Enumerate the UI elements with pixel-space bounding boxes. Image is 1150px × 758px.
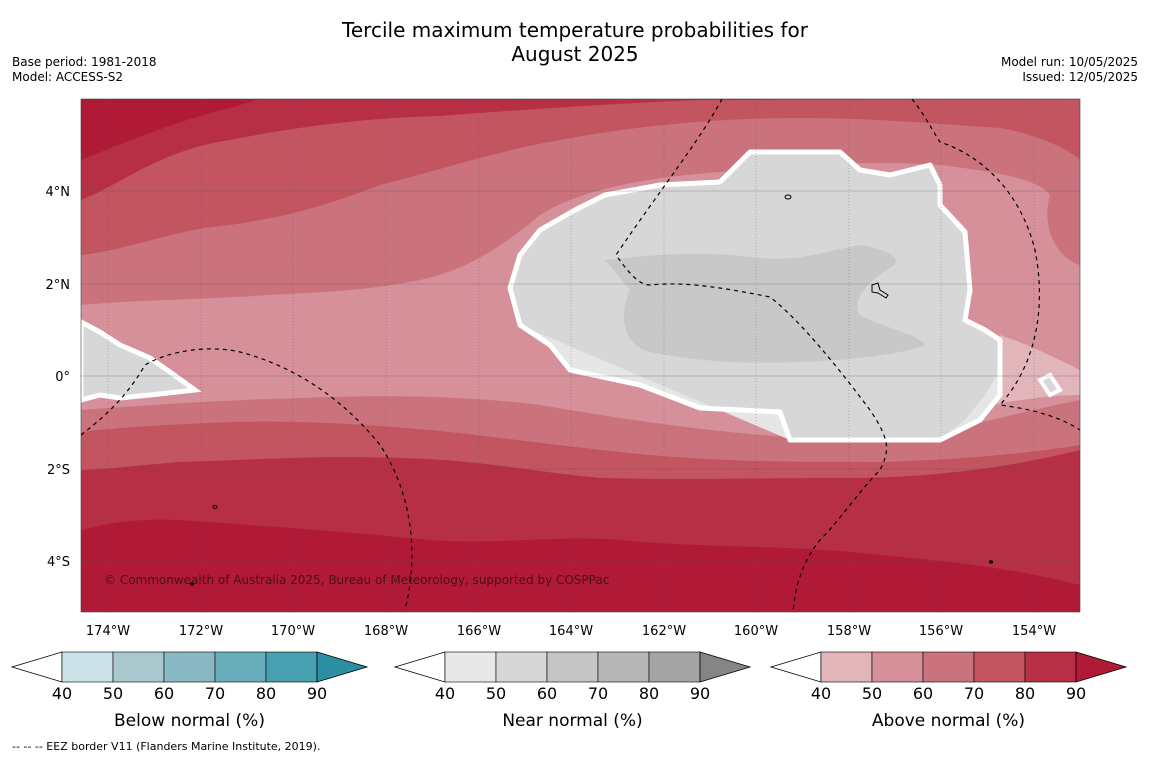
lon-label: 174°W: [86, 624, 130, 639]
colorbar-segment: [265, 651, 318, 683]
islands: [190, 194, 993, 586]
lat-label: 2°S: [47, 463, 70, 478]
model-run: Model run: 10/05/2025: [1000, 55, 1138, 69]
colorbar-tick: 40: [811, 684, 831, 703]
colorbar-tick: 40: [52, 684, 72, 703]
colorbar-high-extend: [1075, 651, 1128, 683]
colorbar-segment: [597, 651, 650, 683]
meta-right: Model run: 10/05/2025 Issued: 12/05/2025: [1001, 55, 1138, 85]
colorbar-high-extend: [699, 651, 752, 683]
colorbar-segment: [495, 651, 548, 683]
base-period: Base period: 1981-2018: [12, 55, 157, 69]
colorbars: 40 50 60 70 80 90 Below normal (%) 40 50 60 70 80 90…: [10, 651, 1128, 731]
eez-footnote: -- -- -- EEZ border V11 (Flanders Marine…: [12, 740, 321, 753]
colorbar-label: Near normal (%): [502, 711, 642, 731]
zone-near-normal-60: [605, 245, 925, 363]
colorbar-tick: 50: [103, 684, 123, 703]
title-line-1: Tercile maximum temperature probabilitie…: [342, 18, 808, 42]
colorbar-segment: [648, 651, 701, 683]
lon-label: 168°W: [364, 624, 408, 639]
colorbar-low-extend: [393, 651, 446, 683]
lon-label: 154°W: [1012, 624, 1056, 639]
colorbar-segment: [444, 651, 497, 683]
colorbar-segment: [163, 651, 216, 683]
zone-near-normal-lighter: [520, 325, 1000, 440]
lat-label: 2°N: [46, 278, 71, 293]
colorbar-segment: [922, 651, 975, 683]
colorbar-3: 40 50 60 70 80 90 Above normal (%): [769, 651, 1128, 731]
probability-field: © Commonwealth of Australia 2025, Bureau…: [81, 99, 1080, 612]
lon-label: 158°W: [827, 624, 871, 639]
colorbar-tick: 80: [1015, 684, 1035, 703]
graticule: [81, 99, 1080, 612]
colorbar-segment: [973, 651, 1026, 683]
longitude-labels: 174°W 172°W 170°W 168°W 166°W 164°W 162°…: [86, 624, 1056, 639]
lon-label: 162°W: [642, 624, 686, 639]
colorbar-segment: [61, 651, 114, 683]
issued-date: Issued: 12/05/2025: [1022, 70, 1138, 84]
lon-label: 160°W: [734, 624, 778, 639]
colorbar-tick: 60: [913, 684, 933, 703]
model-name: Model: ACCESS-S2: [12, 70, 124, 84]
colorbar-segment: [112, 651, 165, 683]
lon-label: 164°W: [549, 624, 593, 639]
colorbar-segment: [214, 651, 267, 683]
colorbar-tick: 70: [964, 684, 984, 703]
lat-label: 4°N: [46, 185, 71, 200]
colorbar-tick: 60: [537, 684, 557, 703]
copyright-notice: © Commonwealth of Australia 2025, Bureau…: [104, 573, 609, 587]
colorbar-tick: 70: [588, 684, 608, 703]
lon-label: 172°W: [179, 624, 223, 639]
colorbar-tick: 50: [862, 684, 882, 703]
lat-label: 0°: [55, 370, 70, 385]
colorbar-tick: 80: [256, 684, 276, 703]
colorbar-1: 40 50 60 70 80 90 Below normal (%): [10, 651, 369, 731]
colorbar-tick: 90: [307, 684, 327, 703]
colorbar-label: Below normal (%): [114, 711, 265, 731]
map-frame: [80, 98, 1081, 613]
colorbar-tick: 50: [486, 684, 506, 703]
colorbar-tick: 90: [690, 684, 710, 703]
zone-near-normal-east: [1037, 372, 1063, 398]
lon-label: 170°W: [271, 624, 315, 639]
colorbar-segment: [546, 651, 599, 683]
colorbar-tick: 60: [154, 684, 174, 703]
colorbar-label: Above normal (%): [872, 711, 1025, 731]
colorbar-2: 40 50 60 70 80 90 Near normal (%): [393, 651, 752, 731]
lat-label: 4°S: [47, 555, 70, 570]
colorbar-tick: 80: [639, 684, 659, 703]
map-title: Tercile maximum temperature probabilitie…: [0, 18, 1150, 66]
eez-borders: [81, 99, 1080, 612]
lon-label: 156°W: [919, 624, 963, 639]
colorbar-segment: [871, 651, 924, 683]
colorbar-high-extend: [316, 651, 369, 683]
colorbar-segment: [1024, 651, 1077, 683]
latitude-labels: 4°N 2°N 0° 2°S 4°S: [46, 185, 71, 570]
colorbar-low-extend: [769, 651, 822, 683]
meta-left: Base period: 1981-2018 Model: ACCESS-S2: [12, 55, 157, 85]
colorbar-tick: 70: [205, 684, 225, 703]
zone-near-normal-west: [81, 319, 202, 403]
lon-label: 166°W: [457, 624, 501, 639]
colorbar-tick: 90: [1066, 684, 1086, 703]
colorbar-segment: [820, 651, 873, 683]
title-line-2: August 2025: [511, 42, 639, 66]
colorbar-low-extend: [10, 651, 63, 683]
colorbar-tick: 40: [435, 684, 455, 703]
zone-near-boundary: [507, 149, 1003, 443]
